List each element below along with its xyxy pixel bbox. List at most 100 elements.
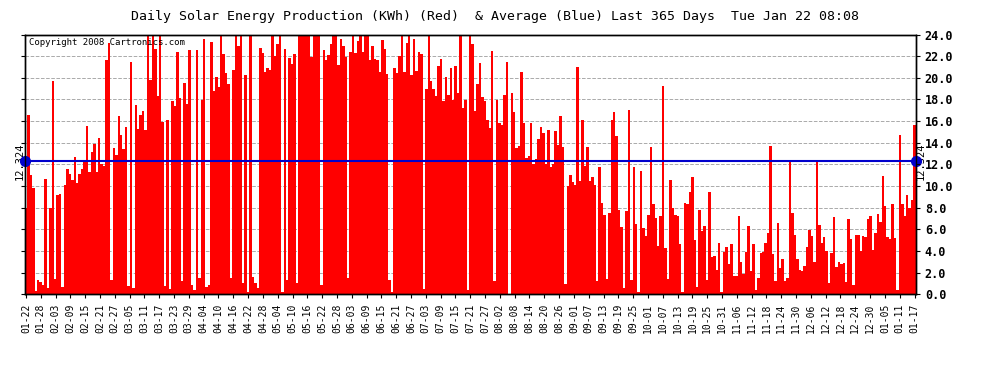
Bar <box>393 68 396 294</box>
Bar <box>576 67 579 294</box>
Bar <box>596 280 598 294</box>
Bar <box>320 285 323 294</box>
Bar <box>764 243 767 294</box>
Bar <box>100 164 103 294</box>
Bar <box>608 213 611 294</box>
Bar <box>721 292 723 294</box>
Bar <box>423 289 425 294</box>
Bar <box>738 216 740 294</box>
Bar <box>640 171 643 294</box>
Bar <box>591 177 594 294</box>
Bar <box>754 290 757 294</box>
Bar <box>288 58 291 294</box>
Bar <box>213 91 215 294</box>
Bar <box>291 64 293 294</box>
Bar <box>804 266 806 294</box>
Bar <box>171 101 173 294</box>
Bar <box>178 98 181 294</box>
Bar <box>664 248 666 294</box>
Bar <box>276 44 278 294</box>
Bar <box>398 56 401 294</box>
Bar <box>828 283 831 294</box>
Bar <box>228 84 230 294</box>
Bar <box>61 287 63 294</box>
Bar <box>643 228 644 294</box>
Bar <box>784 281 786 294</box>
Bar <box>445 77 447 294</box>
Bar <box>208 285 210 294</box>
Bar <box>459 34 461 294</box>
Bar <box>416 71 418 294</box>
Bar <box>135 105 137 294</box>
Bar <box>247 292 249 294</box>
Bar <box>540 127 543 294</box>
Bar <box>747 226 749 294</box>
Bar <box>96 172 98 294</box>
Bar <box>78 174 81 294</box>
Bar <box>796 259 799 294</box>
Bar <box>45 179 47 294</box>
Bar <box>823 237 826 294</box>
Bar <box>844 282 847 294</box>
Bar <box>628 110 631 294</box>
Bar <box>864 237 867 294</box>
Bar <box>696 287 699 294</box>
Bar <box>488 128 491 294</box>
Bar <box>616 136 618 294</box>
Bar <box>686 204 689 294</box>
Bar <box>769 146 772 294</box>
Bar <box>283 49 286 294</box>
Bar <box>598 167 601 294</box>
Bar <box>452 100 454 294</box>
Bar <box>525 158 528 294</box>
Bar <box>25 209 27 294</box>
Bar <box>530 123 533 294</box>
Bar <box>149 80 151 294</box>
Bar <box>118 116 120 294</box>
Bar <box>249 34 251 294</box>
Bar <box>799 270 801 294</box>
Bar <box>571 182 574 294</box>
Bar <box>183 83 186 294</box>
Bar <box>501 124 503 294</box>
Bar <box>110 280 113 294</box>
Bar <box>538 139 540 294</box>
Bar <box>569 175 571 294</box>
Bar <box>857 236 859 294</box>
Bar <box>659 216 662 294</box>
Bar <box>809 230 811 294</box>
Bar <box>794 235 796 294</box>
Bar <box>691 177 694 294</box>
Bar <box>886 237 889 294</box>
Bar <box>406 43 408 294</box>
Bar <box>435 96 438 294</box>
Bar <box>66 169 68 294</box>
Bar <box>83 161 86 294</box>
Bar <box>433 88 435 294</box>
Bar <box>40 282 42 294</box>
Bar <box>198 278 201 294</box>
Bar <box>742 274 744 294</box>
Bar <box>684 202 686 294</box>
Bar <box>776 223 779 294</box>
Bar <box>869 216 872 294</box>
Bar <box>50 208 51 294</box>
Bar <box>594 185 596 294</box>
Bar <box>671 208 674 294</box>
Bar <box>613 112 616 294</box>
Bar <box>911 200 914 294</box>
Bar <box>210 42 213 294</box>
Bar <box>37 280 40 294</box>
Bar <box>635 225 638 294</box>
Bar <box>388 280 391 294</box>
Bar <box>701 231 703 294</box>
Bar <box>381 40 383 294</box>
Bar <box>164 286 166 294</box>
Bar <box>914 125 916 294</box>
Bar <box>71 180 73 294</box>
Bar <box>649 147 652 294</box>
Bar <box>676 216 679 294</box>
Bar <box>564 284 566 294</box>
Bar <box>374 59 376 294</box>
Bar <box>35 291 37 294</box>
